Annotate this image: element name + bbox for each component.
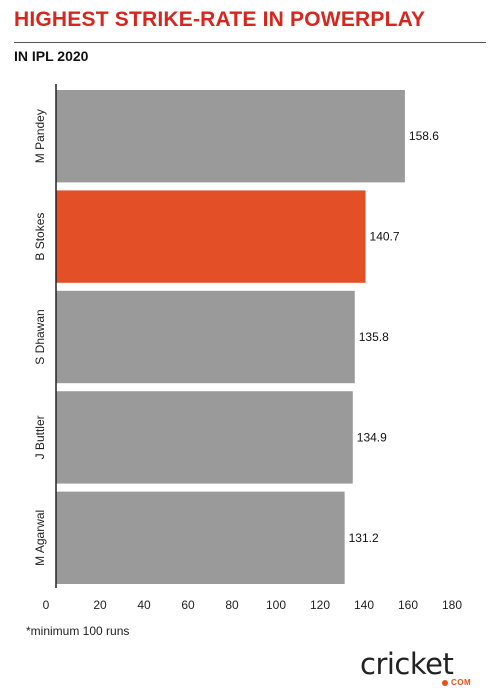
x-tick-label: 40 [137, 598, 151, 612]
bar-value-label: 134.9 [357, 430, 387, 444]
title-divider [14, 42, 486, 43]
x-tick-label: 160 [398, 598, 418, 612]
bar-value-label: 140.7 [370, 230, 400, 244]
x-tick-label: 60 [181, 598, 195, 612]
x-tick-label: 140 [354, 598, 374, 612]
x-tick-label: 120 [310, 598, 330, 612]
bar [56, 290, 355, 384]
category-label: B Stokes [33, 213, 47, 261]
x-tick-label: 20 [93, 598, 107, 612]
bar [56, 90, 405, 183]
cricket-com-logo: cricket COM [360, 648, 480, 688]
bar [56, 391, 353, 484]
logo-dot [442, 680, 448, 686]
bar-value-label: 135.8 [359, 330, 389, 344]
category-label: M Agarwal [33, 510, 47, 566]
bar-chart: 158.6 M Pandey 140.7 B Stokes 135.8 S Dhawan 1… [33, 84, 462, 612]
bar [56, 190, 366, 283]
bar [56, 491, 345, 584]
category-label: M Pandey [33, 109, 47, 163]
logo-wordmark: cricket [360, 647, 454, 681]
chart-title: HIGHEST STRIKE-RATE IN POWERPLAY [14, 8, 426, 31]
logo-domain: COM [451, 678, 472, 687]
x-tick-label: 80 [225, 598, 239, 612]
bar-value-label: 131.2 [349, 531, 379, 545]
x-tick-label: 180 [442, 598, 462, 612]
category-label: J Buttler [33, 415, 47, 459]
footnote: *minimum 100 runs [26, 624, 130, 638]
x-tick-label: 100 [266, 598, 286, 612]
bar-value-label: 158.6 [409, 129, 439, 143]
category-label: S Dhawan [33, 309, 47, 364]
x-tick-label: 0 [43, 598, 50, 612]
chart-subtitle: IN IPL 2020 [14, 48, 89, 64]
